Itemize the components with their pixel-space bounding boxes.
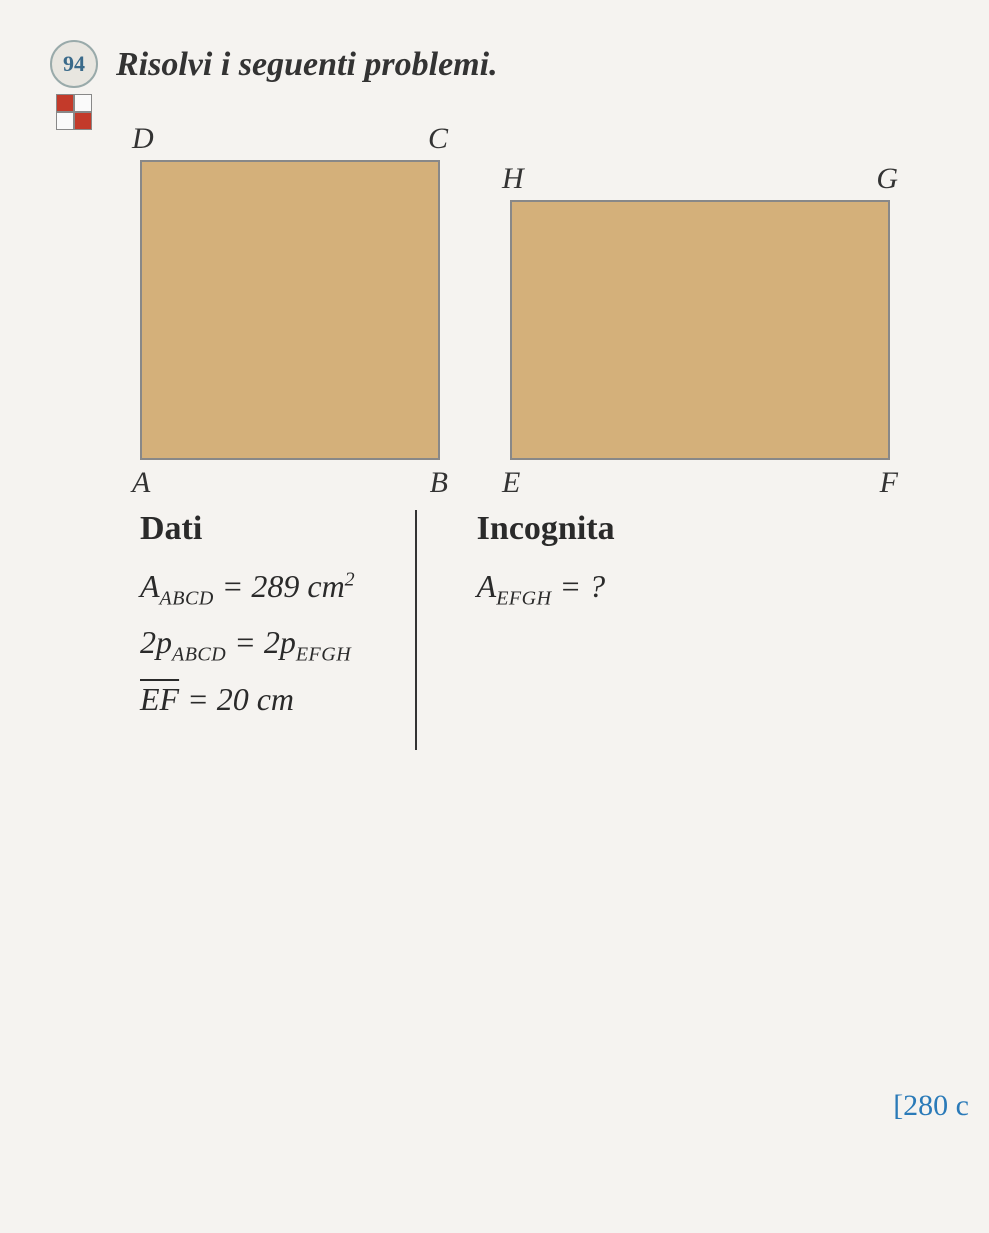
vertex-e: E (502, 466, 520, 500)
vertex-b: B (430, 466, 448, 500)
dati-line-2: 2pABCD = 2pEFGH (140, 624, 355, 666)
problem-badge: 94 (50, 40, 98, 130)
figure-rect-efgh: H G E F (510, 200, 890, 460)
figure-square-abcd: D C A B (140, 160, 440, 460)
vertex-d: D (132, 122, 154, 156)
data-columns: Dati AABCD = 289 cm2 2pABCD = 2pEFGH EF … (140, 510, 939, 750)
incognita-column: Incognita AEFGH = ? (477, 510, 615, 750)
column-divider (415, 510, 417, 750)
incognita-heading: Incognita (477, 510, 615, 548)
problem-number: 94 (50, 40, 98, 88)
answer-hint: [280 c (893, 1089, 969, 1123)
square-shape (140, 160, 440, 460)
incognita-line-1: AEFGH = ? (477, 568, 615, 610)
dati-column: Dati AABCD = 289 cm2 2pABCD = 2pEFGH EF … (140, 510, 355, 750)
dati-heading: Dati (140, 510, 355, 548)
dati-line-3: EF = 20 cm (140, 681, 355, 718)
vertex-h: H (502, 162, 524, 196)
vertex-f: F (880, 466, 898, 500)
vertex-g: G (876, 162, 898, 196)
instruction-text: Risolvi i seguenti problemi. (116, 40, 498, 84)
vertex-c: C (428, 122, 448, 156)
figures-row: D C A B H G E F (140, 160, 939, 460)
dati-line-1: AABCD = 289 cm2 (140, 568, 355, 610)
vertex-a: A (132, 466, 150, 500)
rectangle-shape (510, 200, 890, 460)
problem-header: 94 Risolvi i seguenti problemi. (50, 40, 939, 130)
checker-icon (56, 94, 92, 130)
